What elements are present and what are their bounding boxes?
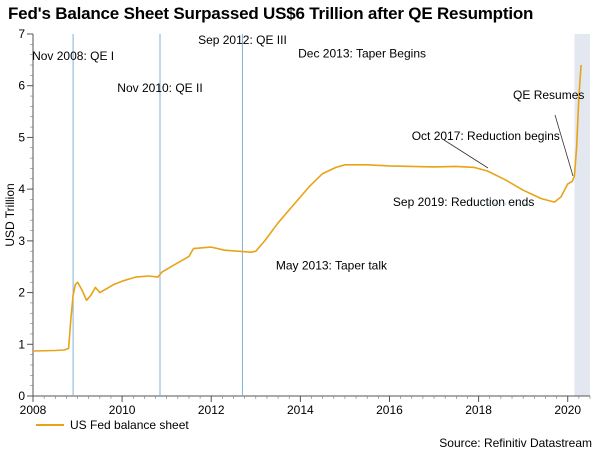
legend: US Fed balance sheet	[36, 418, 189, 432]
y-tick-label: 7	[18, 27, 25, 41]
series-line	[32, 64, 582, 352]
source-note: Source: Refinitiv Datastream	[439, 436, 592, 450]
annotation-label: May 2013: Taper talk	[276, 258, 388, 272]
y-tick-label: 5	[18, 130, 25, 144]
annotation-label: QE Resumes	[513, 88, 584, 102]
y-tick-label: 2	[18, 286, 25, 300]
x-tick-label: 2020	[554, 403, 581, 417]
annotation-label: Sep 2019: Reduction ends	[393, 195, 534, 209]
legend-label: US Fed balance sheet	[70, 418, 189, 432]
chart-title: Fed's Balance Sheet Surpassed US$6 Trill…	[8, 4, 534, 23]
y-tick-label: 0	[18, 389, 25, 403]
y-tick-label: 1	[18, 337, 25, 351]
annotation-leader	[554, 114, 574, 177]
annotation-leader	[443, 139, 489, 169]
x-tick-label: 2008	[20, 403, 47, 417]
x-tick-label: 2012	[198, 403, 225, 417]
annotation-label: Dec 2013: Taper Begins	[298, 46, 426, 60]
legend-swatch	[36, 424, 64, 426]
x-tick-label: 2010	[109, 403, 136, 417]
y-tick-label: 3	[18, 234, 25, 248]
y-tick-label: 6	[18, 79, 25, 93]
x-tick-label: 2016	[376, 403, 403, 417]
x-tick-label: 2018	[465, 403, 492, 417]
event-label: Nov 2008: QE I	[32, 49, 114, 63]
x-tick-label: 2014	[287, 403, 314, 417]
annotation-label: Oct 2017: Reduction begins	[412, 129, 560, 143]
y-tick-label: 4	[18, 182, 25, 196]
event-label: Sep 2012: QE III	[198, 33, 287, 47]
y-axis-label: USD Trillion	[3, 183, 17, 246]
event-label: Nov 2010: QE II	[117, 81, 202, 95]
